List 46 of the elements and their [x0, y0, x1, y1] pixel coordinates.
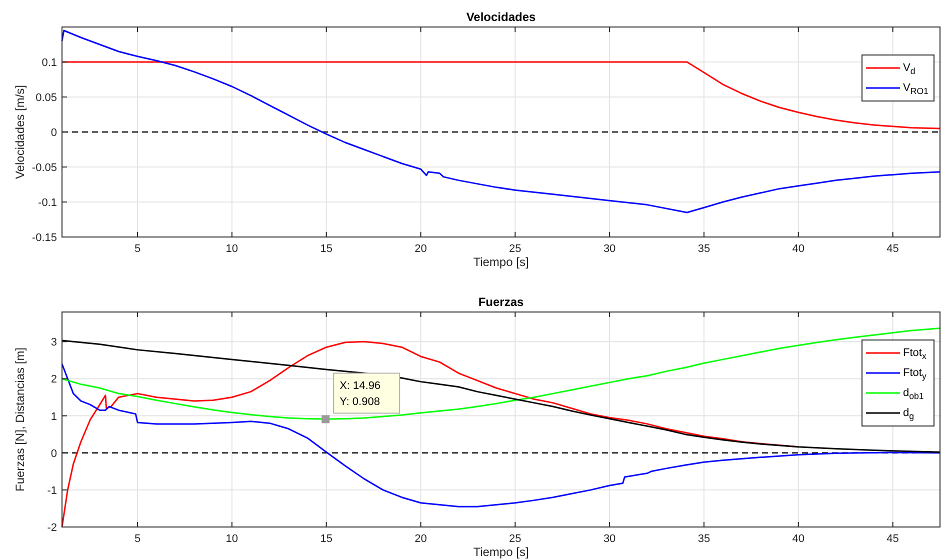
- y-tick-label: 2: [50, 374, 57, 386]
- y-tick-label: -0.1: [38, 197, 57, 209]
- y-axis-title: Fuerzas [N], Distancias [m]: [13, 347, 27, 492]
- y-tick-label: 0: [50, 448, 57, 460]
- y-tick-label: -0.05: [32, 162, 57, 174]
- x-tick-label: 35: [698, 533, 710, 545]
- x-tick-label: 10: [226, 533, 238, 545]
- chart-title: Fuerzas: [478, 295, 524, 309]
- x-tick-label: 25: [509, 533, 522, 545]
- x-tick-label: 30: [603, 533, 616, 545]
- legend-label: V$_{RO1}$: [903, 82, 929, 96]
- y-tick-label: 0.1: [42, 57, 57, 69]
- x-tick-label: 5: [134, 243, 141, 255]
- x-tick-label: 45: [886, 243, 899, 255]
- x-tick-label: 5: [134, 533, 141, 545]
- legend-label: Ftot$_{y}$: [903, 367, 927, 381]
- y-tick-label: 1: [50, 410, 57, 423]
- x-tick-label: 15: [320, 243, 332, 255]
- legend-label: d$_{g}$: [903, 407, 914, 421]
- x-tick-label: 15: [320, 533, 332, 545]
- y-tick-label: 0.05: [36, 92, 57, 104]
- x-tick-label: 10: [226, 243, 238, 255]
- chart-title: Velocidades: [466, 10, 536, 24]
- x-tick-label: 40: [792, 533, 805, 545]
- y-tick-label: -2: [47, 522, 57, 534]
- line-series: [61, 363, 941, 508]
- y-tick-label: 0: [50, 127, 57, 139]
- x-axis-title: Tiempo [s]: [473, 255, 529, 269]
- x-tick-label: 30: [603, 243, 616, 255]
- legend-label: V$_{d}$: [903, 62, 916, 76]
- x-tick-label: 45: [886, 533, 899, 545]
- x-tick-label: 20: [414, 533, 427, 545]
- y-axis-title: Velocidades [m/s]: [13, 84, 27, 180]
- annotation: X: 14.96 Y: 0.908: [340, 380, 381, 408]
- y-tick-label: -1: [47, 484, 57, 497]
- x-tick-label: 20: [414, 243, 427, 255]
- legend-label: d$_{ob1}$: [903, 387, 924, 401]
- line-series: [61, 61, 941, 130]
- x-tick-label: 25: [509, 243, 522, 255]
- x-tick-label: 35: [698, 243, 710, 255]
- legend-label: Ftot$_{x}$: [903, 347, 927, 361]
- line-series: [61, 30, 941, 214]
- y-tick-label: 3: [50, 336, 57, 349]
- y-tick-label: -0.15: [32, 232, 57, 244]
- x-axis-title: Tiempo [s]: [473, 545, 529, 559]
- x-tick-label: 40: [792, 243, 805, 255]
